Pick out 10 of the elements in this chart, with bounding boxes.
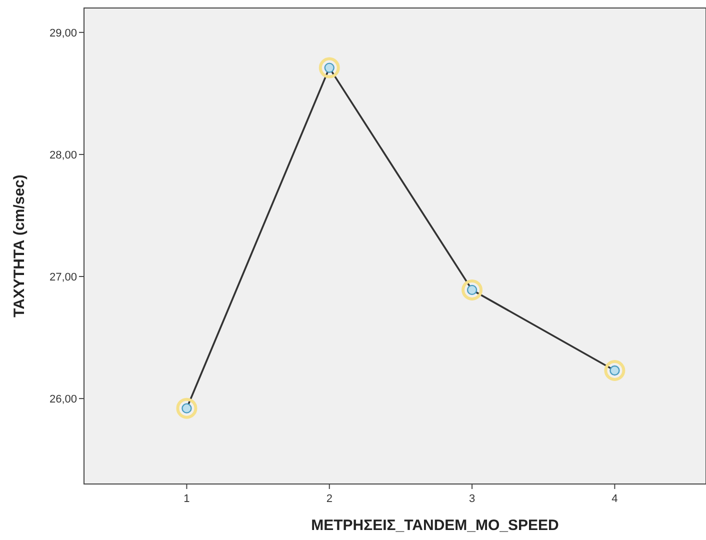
x-axis-title: ΜΕΤΡΗΣΕΙΣ_TANDEM_MO_SPEED xyxy=(311,517,560,534)
y-tick-label: 26,00 xyxy=(49,393,77,406)
x-tick-label: 2 xyxy=(326,493,332,505)
y-tick-label: 28,00 xyxy=(49,149,77,162)
x-tick-label: 4 xyxy=(612,493,618,505)
x-tick-label: 3 xyxy=(468,493,476,505)
y-axis-title: ΤΑΧΥΤΗΤΑ (cm/sec) xyxy=(11,174,28,318)
x-tick-label: 1 xyxy=(184,493,190,505)
y-tick-label: 29,00 xyxy=(49,27,77,40)
y-tick-label: 27,00 xyxy=(49,271,77,284)
